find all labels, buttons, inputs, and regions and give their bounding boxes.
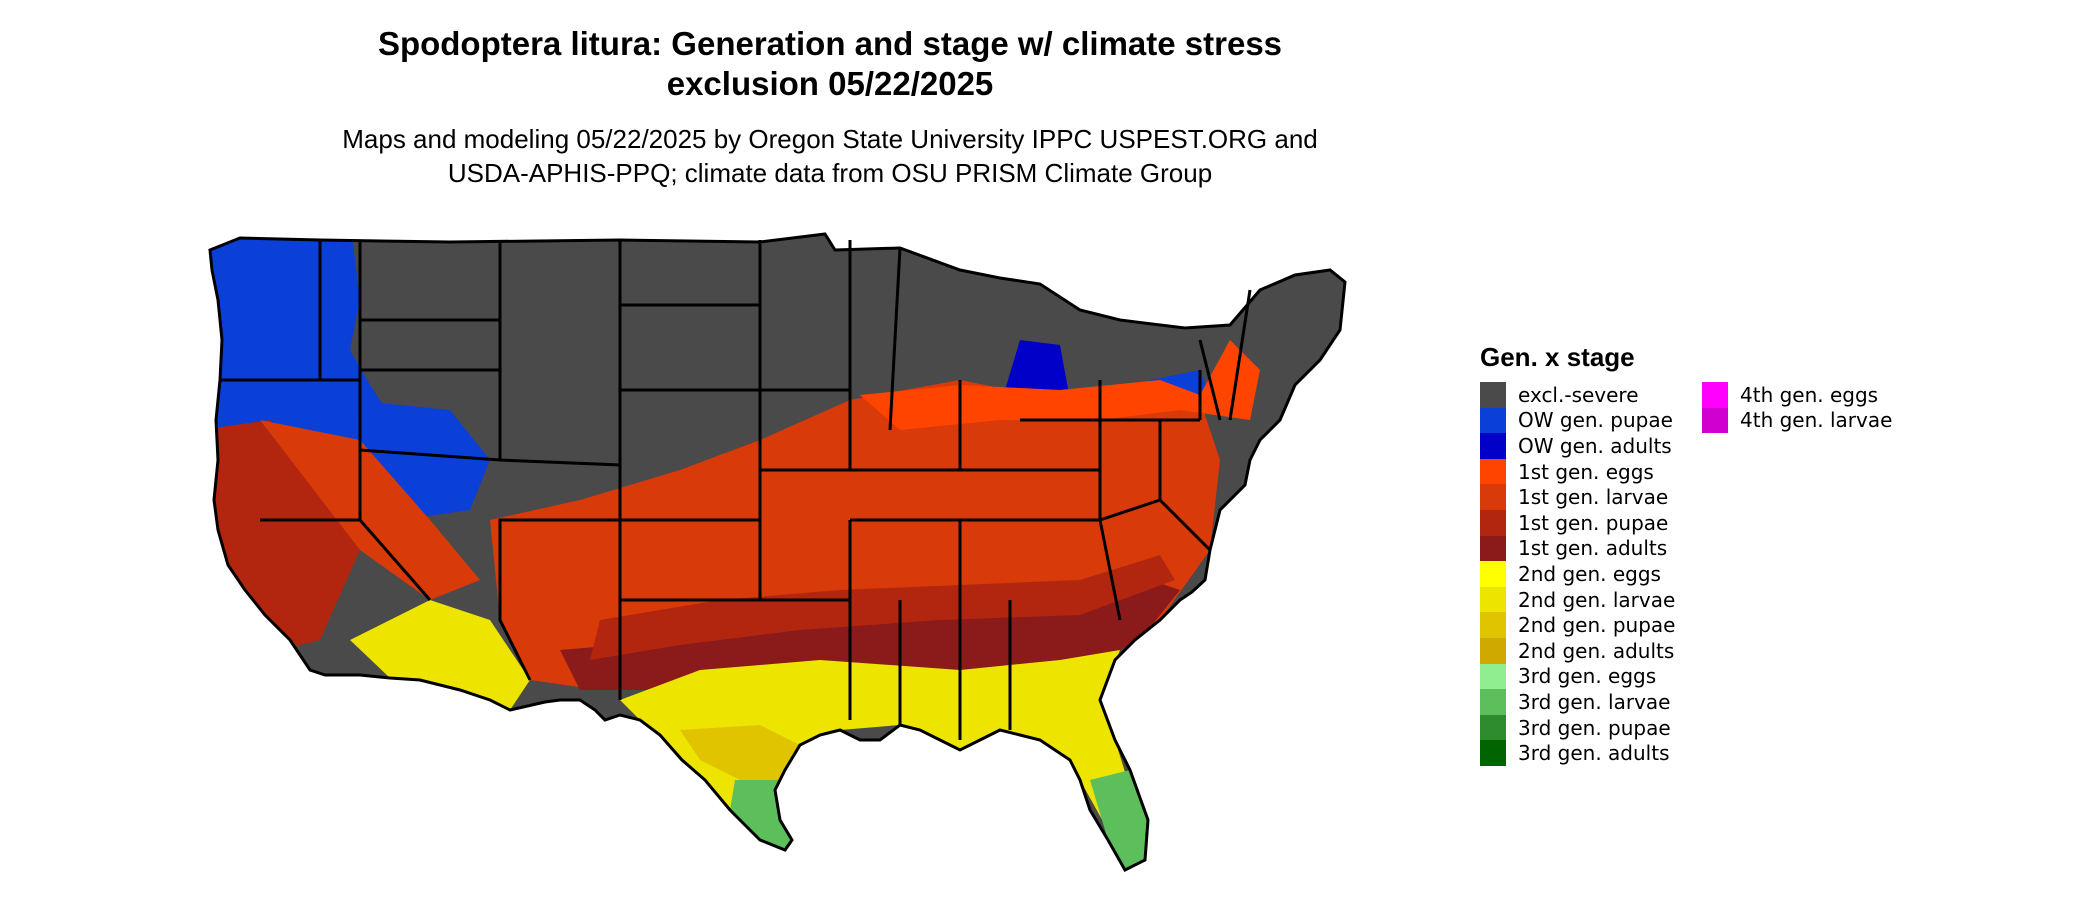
legend-swatch — [1480, 382, 1506, 408]
legend-label: 3rd gen. adults — [1518, 741, 1670, 766]
legend-swatch — [1480, 458, 1506, 485]
legend-item: 2nd gen. adults — [1480, 637, 1675, 664]
legend-swatch — [1480, 509, 1506, 536]
legend-swatch — [1480, 637, 1506, 664]
legend-item: 4th gen. eggs — [1702, 382, 1892, 408]
legend-label: OW gen. pupae — [1518, 408, 1673, 433]
region-gen3-larvae-florida — [1090, 770, 1148, 870]
legend-column-1: excl.-severe OW gen. pupae OW gen. adults 1… — [1480, 382, 1675, 766]
legend-swatch — [1702, 407, 1728, 434]
legend-item: 3rd gen. eggs — [1480, 663, 1675, 690]
legend-item: 3rd gen. pupae — [1480, 714, 1675, 741]
legend-swatch — [1702, 382, 1728, 408]
legend-item: 2nd gen. larvae — [1480, 586, 1676, 613]
legend-label: OW gen. adults — [1518, 433, 1672, 458]
state-borders — [208, 232, 1347, 872]
legend-swatch — [1480, 663, 1506, 690]
legend-label: 3rd gen. eggs — [1518, 664, 1657, 689]
legend-item: 2nd gen. pupae — [1480, 612, 1675, 638]
legend-swatch — [1480, 612, 1506, 638]
region-gen1-pupae-band — [590, 555, 1175, 660]
legend-item: 2nd gen. eggs — [1480, 561, 1675, 587]
legend-label: 2nd gen. adults — [1518, 638, 1675, 663]
legend-swatch — [1480, 586, 1506, 613]
legend-item: 1st gen. pupae — [1480, 509, 1675, 536]
legend-swatch — [1480, 484, 1506, 510]
legend-label: 1st gen. pupae — [1518, 510, 1669, 535]
legend-label: excl.-severe — [1518, 382, 1639, 407]
legend-item: OW gen. pupae — [1480, 407, 1675, 434]
map-subtitle-line1: Maps and modeling 05/22/2025 by Oregon S… — [342, 124, 1318, 154]
legend-item: 1st gen. eggs — [1480, 458, 1675, 485]
region-gen1-adults-south — [560, 580, 1180, 690]
legend-label: 4th gen. eggs — [1740, 382, 1879, 407]
legend-label: 3rd gen. pupae — [1518, 715, 1671, 740]
region-gen2-pupae-texas — [680, 725, 800, 780]
legend-label: 1st gen. eggs — [1518, 459, 1654, 484]
legend-item: 1st gen. larvae — [1480, 484, 1675, 510]
legend-swatch — [1480, 535, 1506, 562]
legend-label: 2nd gen. eggs — [1518, 561, 1661, 586]
legend-item: 1st gen. adults — [1480, 535, 1675, 562]
legend-item: 4th gen. larvae — [1702, 407, 1893, 434]
legend-label: 4th gen. larvae — [1740, 408, 1893, 433]
region-gen2-larvae-arizona — [350, 600, 530, 710]
legend-label: 2nd gen. pupae — [1518, 613, 1676, 638]
legend-label: 1st gen. larvae — [1518, 485, 1669, 510]
region-gen1-larvae-southwest — [260, 420, 480, 600]
legend-item: excl.-severe — [1480, 382, 1675, 408]
legend-column-2: 4th gen. eggs 4th gen. larvae — [1702, 382, 1893, 434]
map-regions — [210, 234, 1345, 870]
map-subtitle-line2: USDA-APHIS-PPQ; climate data from OSU PR… — [447, 158, 1213, 188]
legend-item: 3rd gen. larvae — [1480, 689, 1675, 715]
state-border-lines — [220, 240, 1252, 740]
legend-swatch — [1480, 714, 1506, 741]
legend-swatch — [1480, 433, 1506, 459]
legend-item: OW gen. adults — [1480, 433, 1675, 459]
legend-swatch — [1480, 689, 1506, 715]
legend-swatch — [1480, 561, 1506, 587]
us-map — [208, 232, 1347, 872]
legend-title: Gen. x stage — [1480, 342, 1635, 372]
legend-label: 1st gen. adults — [1518, 536, 1668, 561]
region-gen2-larvae-gulf — [620, 650, 1140, 870]
map-title-line2: exclusion 05/22/2025 — [666, 65, 994, 102]
legend-item: 3rd gen. adults — [1480, 740, 1675, 766]
legend-label: 2nd gen. larvae — [1518, 587, 1676, 612]
legend-swatch — [1480, 740, 1506, 766]
legend-label: 3rd gen. larvae — [1518, 689, 1671, 714]
legend-swatch — [1480, 407, 1506, 434]
map-title-line1: Spodoptera litura: Generation and stage … — [377, 25, 1283, 62]
